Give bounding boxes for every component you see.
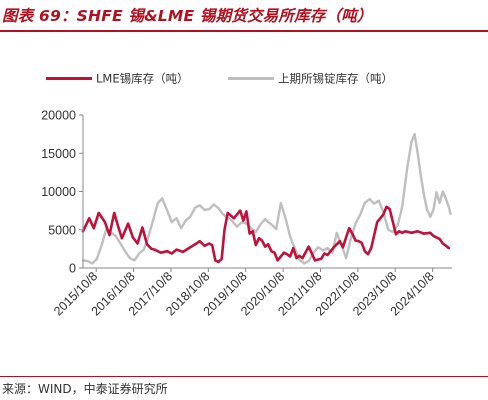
- inventory-line-chart: LME锡库存（吨） 上期所锡锭库存（吨） 0 5000 10000 15000 2000…: [41, 72, 452, 318]
- series-line-shfe: [81, 132, 452, 265]
- legend-label-shfe: 上期所锡锭库存（吨）: [278, 72, 393, 86]
- y-tick-label: 20000: [41, 109, 76, 123]
- y-tick-label: 5000: [48, 223, 76, 237]
- legend-label-lme: LME锡库存（吨）: [96, 72, 189, 86]
- figure-title: 图表 69：SHFE 锡&LME 锡期货交易所库存（吨）: [2, 7, 373, 25]
- y-tick-label: 15000: [41, 147, 76, 161]
- source-divider: [0, 376, 488, 377]
- series-line-lme: [81, 205, 451, 264]
- y-tick-label: 0: [69, 262, 76, 276]
- legend: LME锡库存（吨） 上期所锡锭库存（吨）: [46, 72, 393, 86]
- title-divider: [0, 30, 488, 32]
- source-note: 来源：WIND，中泰证券研究所: [2, 382, 168, 396]
- y-tick-label: 10000: [41, 185, 76, 199]
- plot-area: 050001000015000200002015/10/82016/10/820…: [41, 109, 452, 318]
